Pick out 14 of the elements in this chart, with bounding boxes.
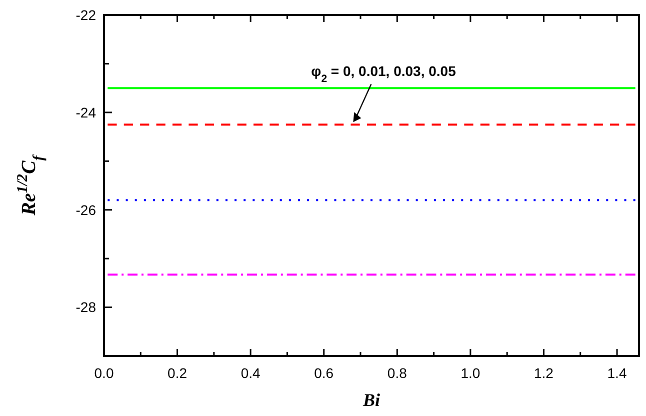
- annotation: φ$_{2}$ = 0, 0.01, 0.03, 0.05: [311, 63, 456, 86]
- x-tick-label: 0.0: [94, 365, 114, 381]
- x-tick-label: 1.2: [534, 365, 554, 381]
- y-tick-label: -28: [76, 299, 96, 316]
- y-tick-label: -22: [76, 6, 96, 23]
- x-tick-label: 0.2: [168, 365, 188, 381]
- y-tick-label: -24: [76, 104, 96, 120]
- x-tick-label: 0.4: [240, 365, 261, 381]
- y-tick-label: -26: [76, 202, 96, 218]
- x-tick-label: 0.8: [387, 365, 408, 381]
- x-axis-title: Bi: [362, 390, 380, 410]
- x-tick-label: 0.6: [314, 365, 334, 381]
- x-tick-label: 1.0: [460, 365, 480, 381]
- x-tick-label: 1.4: [607, 365, 627, 381]
